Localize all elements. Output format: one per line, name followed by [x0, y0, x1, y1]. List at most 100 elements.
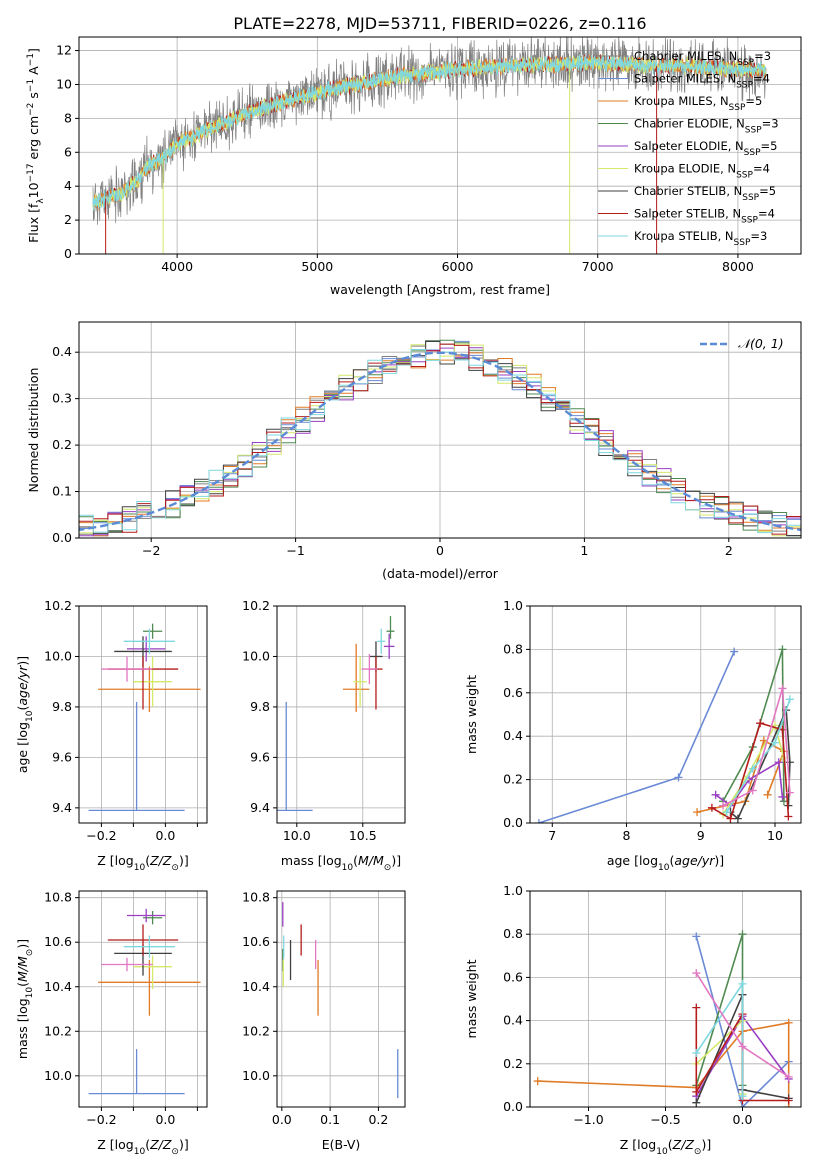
label-part: Z [log: [97, 1137, 133, 1152]
y-tick-label: 0.2: [52, 437, 72, 452]
y-tick-label: 9.8: [52, 699, 72, 714]
axes-frame: [78, 605, 208, 824]
weight-marker: [756, 719, 765, 728]
x-tick-label: 0: [436, 543, 444, 558]
y-tick-label: 12: [56, 43, 72, 58]
y-tick-label: 0.8: [503, 926, 523, 941]
label-part: (: [145, 1137, 150, 1152]
label-part: −1: [26, 79, 36, 92]
spectrum-panel: 4000 5000 6000 7000 8000 0 2 4 6 8 10 12 wavelength …: [26, 36, 802, 297]
weight-line: [722, 688, 791, 807]
residual-histogram: [79, 343, 801, 535]
weight-marker: [784, 812, 793, 821]
y-tick-label: 0.2: [503, 1056, 523, 1071]
weight-marker: [692, 1049, 701, 1057]
label-part: 10: [658, 863, 670, 873]
label-part: Salpeter MILES, N: [634, 72, 736, 86]
weight-marker: [778, 684, 787, 693]
label-part: Salpeter ELODIE, N: [634, 139, 744, 153]
y-tick-label: 6: [64, 144, 72, 159]
x-tick-label: −0.2: [86, 828, 116, 843]
weight-marker: [692, 1003, 701, 1012]
label-part: −2: [26, 103, 36, 116]
residual-histogram: [79, 349, 801, 537]
legend-label: 𝒩(0, 1): [738, 336, 784, 351]
weight-line: [695, 936, 790, 1107]
y-tick-label: 0.4: [52, 344, 72, 359]
axes-frame: [529, 605, 802, 824]
figure-title: PLATE=2278, MJD=53711, FIBERID=0226, z=0…: [233, 14, 646, 33]
label-part: age/yr: [15, 665, 30, 706]
x-tick-label: 0.0: [733, 1112, 753, 1127]
x-tick-label: −0.5: [650, 1112, 680, 1127]
label-part: =4: [753, 162, 770, 176]
x-axis-label: (data-model)/error: [382, 566, 499, 581]
legend-label: Chabrier MILES, NSSP=3: [634, 49, 771, 68]
x-axis-label: wavelength [Angstrom, rest frame]: [330, 282, 550, 297]
weight-marker: [784, 1072, 793, 1081]
weight-marker: [738, 930, 747, 939]
label-part: (: [15, 706, 30, 711]
y-tick-label: 10.2: [242, 1023, 270, 1038]
label-part: SSP: [741, 216, 758, 226]
y-tick-label: 0.0: [503, 1099, 523, 1114]
y-tick-label: 0.3: [52, 391, 72, 406]
x-tick-label: 8000: [722, 259, 754, 274]
y-tick-label: 0.8: [503, 641, 523, 656]
model-spectrum-line: [92, 53, 767, 208]
weight-vs-metallicity-panel: −1.0 −0.5 0.0 0.0 0.2 0.4 0.6 0.8 1.0 Z [log10(Z/…: [464, 883, 802, 1157]
x-axis-label: age [log10(age/yr)]: [607, 853, 724, 873]
label-part: M/M: [358, 853, 384, 868]
x-axis-label: Z [log10(Z/Z⊙)]: [97, 853, 188, 873]
label-part: SSP: [737, 58, 754, 68]
label-part: ⊙: [694, 1147, 702, 1157]
weight-marker: [674, 773, 683, 782]
y-tick-label: 9.4: [250, 800, 270, 815]
label-part: SSP: [729, 103, 746, 113]
y-tick-label: 10.0: [242, 648, 270, 663]
y-tick-label: 9.8: [250, 699, 270, 714]
label-part: 10: [134, 1147, 146, 1157]
x-tick-label: 6000: [442, 259, 474, 274]
label-part: Z/Z: [149, 853, 172, 868]
label-part: age/yr: [674, 853, 715, 868]
x-tick-label: 0.0: [155, 1112, 175, 1127]
x-tick-label: 7: [548, 828, 556, 843]
label-part: 10: [25, 987, 35, 999]
weight-marker: [693, 808, 702, 817]
label-part: )]: [179, 853, 189, 868]
label-part: 10: [656, 1147, 668, 1157]
x-tick-label: 0.0: [155, 828, 175, 843]
y-tick-label: 0.4: [503, 728, 523, 743]
weight-line: [696, 739, 785, 813]
age-vs-mass-panel: 10.0 10.5 9.4 9.6 9.8 10.0 10.2 mass [log10(M/M…: [242, 598, 406, 873]
label-part: =4: [753, 72, 770, 86]
label-part: −1: [26, 53, 36, 66]
y-axis-label: mass [log10(M/M⊙)]: [15, 939, 35, 1059]
weight-marker: [534, 819, 543, 823]
label-part: (: [669, 853, 674, 868]
label-part: 10: [26, 182, 41, 198]
weight-line: [722, 649, 785, 802]
label-part: age [log: [607, 853, 658, 868]
legend-label: Chabrier STELIB, NSSP=5: [634, 184, 776, 203]
weight-marker: [733, 814, 742, 823]
label-part: =3: [754, 49, 771, 63]
label-part: =3: [750, 229, 767, 243]
y-tick-label: 10.4: [44, 979, 72, 994]
label-part: Z/Z: [149, 1137, 172, 1152]
y-tick-label: 1.0: [503, 883, 523, 898]
x-tick-label: 8: [623, 828, 631, 843]
residuals-panel: −2 −1 0 1 2 0.0 0.1 0.2 0.3 0.4 (data-model)/error…: [26, 321, 802, 581]
y-tick-label: 2: [64, 212, 72, 227]
legend-label: Kroupa MILES, NSSP=5: [634, 94, 762, 113]
weight-marker: [785, 695, 794, 704]
label-part: Kroupa MILES, N: [634, 94, 729, 108]
label-part: λ: [36, 198, 46, 204]
y-axis-label: mass weight: [464, 675, 479, 754]
label-part: −17: [26, 163, 36, 182]
y-tick-label: 10.6: [242, 934, 270, 949]
y-tick-label: 10.6: [44, 934, 72, 949]
y-tick-label: 9.6: [52, 749, 72, 764]
